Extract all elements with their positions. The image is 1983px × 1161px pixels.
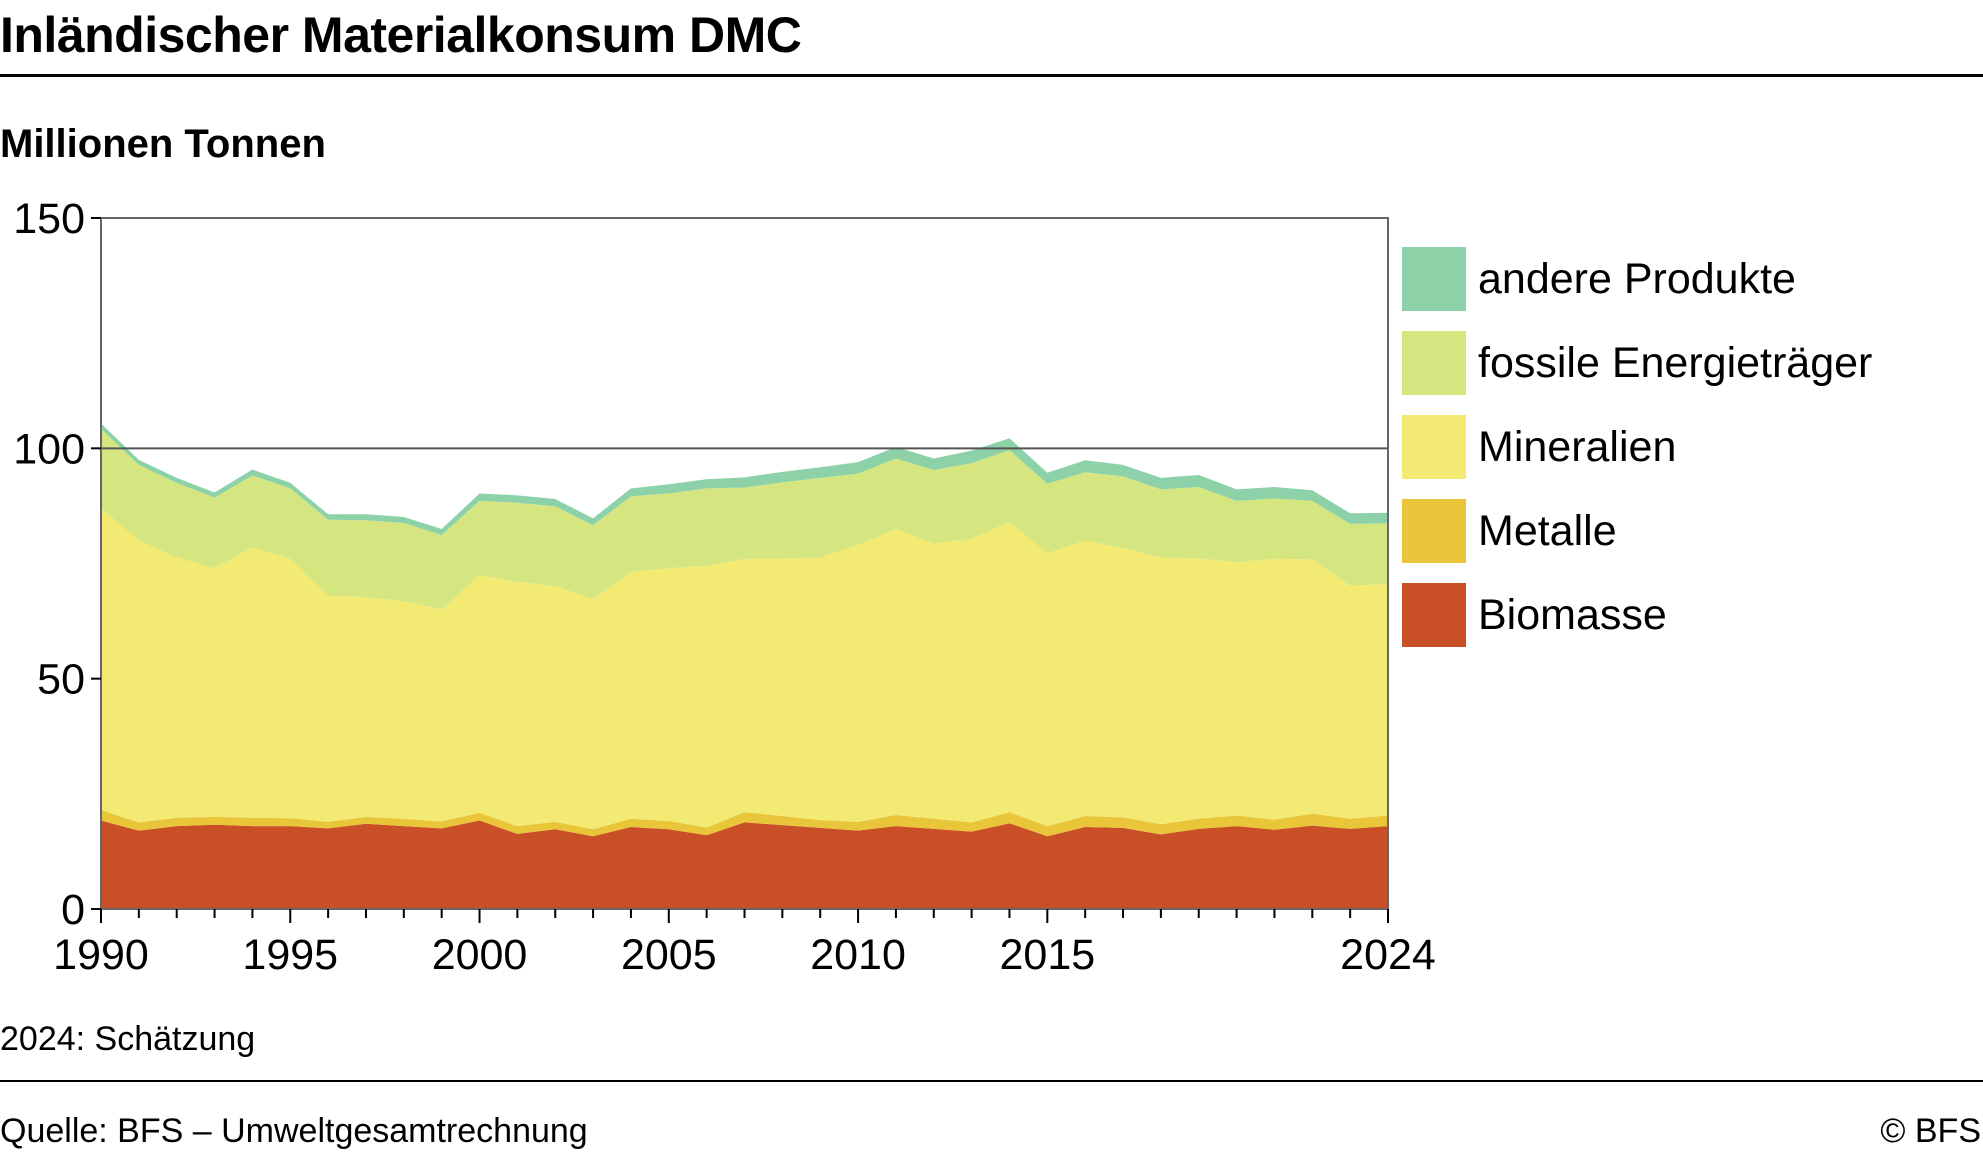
x-tick-label: 2010	[810, 931, 906, 979]
legend-swatch	[1402, 499, 1466, 563]
legend-item: Metalle	[1402, 499, 1617, 563]
footer-divider	[0, 1080, 1983, 1082]
x-tick-label: 2015	[999, 931, 1095, 979]
y-tick-label: 50	[37, 656, 85, 704]
x-tick-label: 2000	[432, 931, 528, 979]
legend-item: fossile Energieträger	[1402, 331, 1872, 395]
legend-label: andere Produkte	[1478, 254, 1796, 303]
source-text: Quelle: BFS – Umweltgesamtrechnung	[0, 1112, 588, 1150]
x-tick-label: 1995	[242, 931, 338, 979]
area-andere-produkte	[101, 423, 1388, 535]
y-tick-label: 0	[61, 886, 85, 934]
chart-title: Inländischer Materialkonsum DMC	[0, 7, 802, 63]
legend-swatch	[1402, 415, 1466, 479]
legend-item: Biomasse	[1402, 583, 1667, 647]
x-tick-label: 1990	[53, 931, 149, 979]
area-biomasse	[101, 820, 1388, 909]
title-divider	[0, 74, 1983, 77]
legend-label: Mineralien	[1478, 422, 1677, 471]
legend-label: Metalle	[1478, 506, 1617, 555]
legend-label: fossile Energieträger	[1478, 338, 1873, 387]
area-metalle	[101, 809, 1388, 837]
x-tick-label: 2005	[621, 931, 717, 979]
y-axis-unit-label: Millionen Tonnen	[0, 122, 326, 166]
copyright-text: © BFS	[1880, 1112, 1981, 1150]
legend-item: andere Produkte	[1402, 247, 1796, 311]
x-tick-label: 2024	[1340, 931, 1436, 979]
legend-label: Biomasse	[1478, 590, 1667, 639]
y-tick-label: 150	[13, 195, 85, 243]
estimate-note: 2024: Schätzung	[0, 1020, 256, 1058]
legend-swatch	[1402, 331, 1466, 395]
legend-swatch	[1402, 247, 1466, 311]
area-fossile-energieträger	[101, 428, 1388, 610]
legend-swatch	[1402, 583, 1466, 647]
area-chart: 0 50 100 150 1990 1995 2000 2005 2010 2015 2024	[13, 195, 1436, 979]
y-tick-label: 100	[13, 425, 85, 473]
area-mineralien	[101, 508, 1388, 830]
legend-item: Mineralien	[1402, 415, 1676, 479]
